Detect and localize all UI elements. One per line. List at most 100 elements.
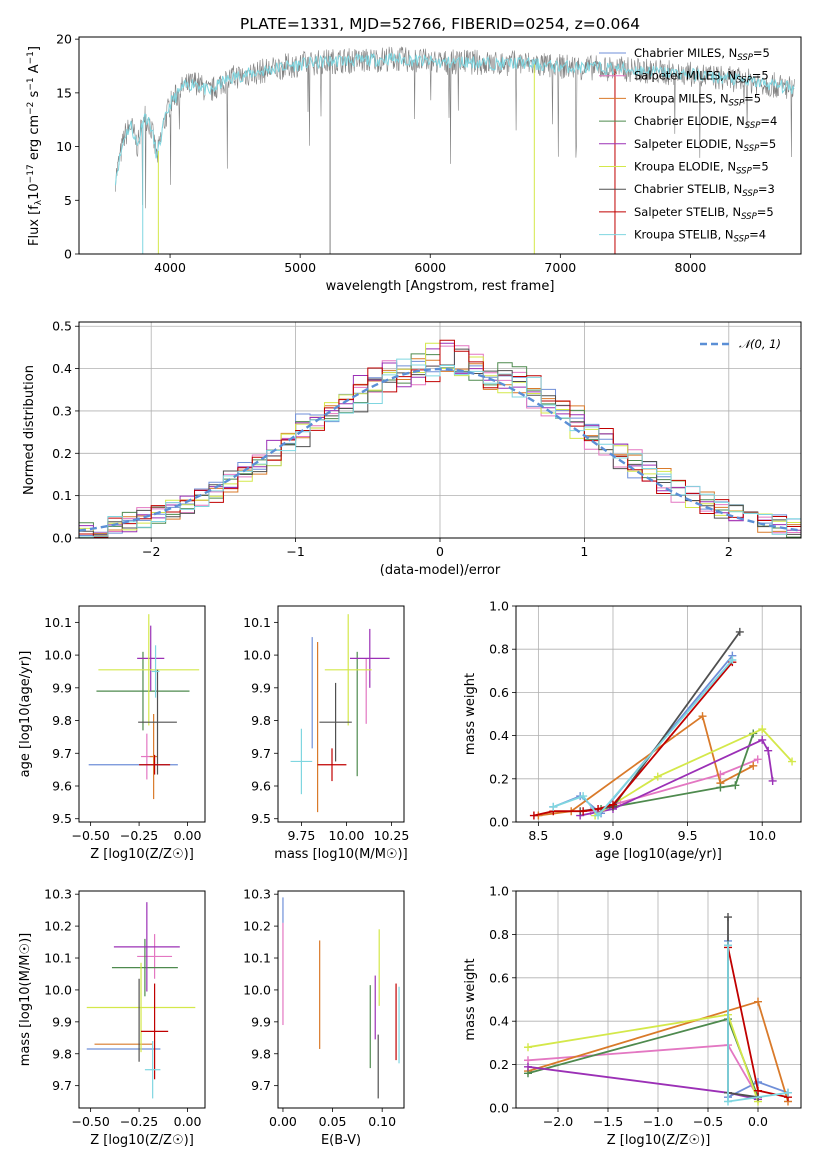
mass-weight-marker [724, 913, 732, 922]
legend-entry: 𝒩(0, 1) [739, 337, 781, 351]
mass-weight-marker [529, 811, 538, 820]
plot-area [282, 897, 400, 1099]
x-axis-label: Z [log10(Z/Z☉)] [90, 847, 194, 862]
x-tick-label: 8000 [675, 260, 707, 275]
y-tick-label: 9.6 [251, 779, 271, 794]
y-tick-label: 0.0 [489, 1101, 509, 1116]
x-axis-label: Z [log10(Z/Z☉)] [607, 1133, 711, 1148]
y-tick-label: 9.7 [52, 1078, 72, 1093]
mass-vs-metallicity-panel: −0.50 −0.25 0.00 9.7 9.8 9.9 10.0 10.1 10.2 10.3 Z… [18, 887, 206, 1148]
x-axis-label: (data-model)/error [380, 563, 501, 578]
legend-entry: Kroupa MILES, NSSP=5 [634, 91, 761, 108]
x-axis-label: Z [log10(Z/Z☉)] [90, 1133, 194, 1148]
y-tick-label: 9.9 [251, 1014, 271, 1029]
x-tick-label: −2 [142, 544, 160, 559]
legend-entry: Salpeter MILES, NSSP=5 [634, 69, 769, 86]
y-tick-label: 9.9 [52, 680, 72, 695]
x-tick-label: −2.0 [543, 1114, 573, 1129]
y-tick-label: 15 [56, 85, 72, 100]
y-tick-label: 1.0 [489, 599, 509, 614]
y-tick-label: 0.4 [489, 1014, 509, 1029]
x-tick-label: 2 [725, 544, 733, 559]
mass-weight-vs-metallicity-panel: −2.0 −1.5 −1.0 −0.5 0.0 0.0 0.2 0.4 0.6 0.8 1.0 Z [… [463, 884, 802, 1148]
legend-entry: Salpeter ELODIE, NSSP=5 [634, 137, 776, 154]
y-tick-label: 0.2 [489, 771, 509, 786]
mass-weight-line [580, 631, 741, 813]
x-tick-label: 10.00 [329, 828, 365, 843]
mass-weight-marker [784, 1088, 792, 1097]
y-tick-label: 10 [56, 139, 72, 154]
x-axis-label: mass [log10(M/M☉)] [274, 847, 407, 862]
mass-weight-marker [754, 1086, 762, 1095]
y-tick-label: 5 [64, 193, 72, 208]
plot-area [79, 339, 801, 538]
x-tick-label: 8.5 [528, 828, 548, 843]
y-tick-label: 10.1 [243, 951, 271, 966]
mass-weight-line [600, 733, 755, 810]
y-tick-label: 9.9 [52, 1014, 72, 1029]
mass-weight-marker [579, 792, 588, 801]
mass-weight-marker [716, 783, 725, 792]
y-tick-label: 0.2 [52, 446, 72, 461]
axes-frame [277, 605, 405, 823]
mass-weight-marker [579, 807, 588, 816]
y-tick-label: 0.0 [489, 815, 509, 830]
mass-weight-line [552, 659, 734, 817]
y-tick-label: 10.0 [44, 982, 72, 997]
axes-frame [78, 321, 802, 539]
axes-frame [515, 890, 802, 1109]
plot-area [524, 913, 792, 1106]
x-axis-label: wavelength [Angstrom, rest frame] [326, 279, 555, 294]
x-tick-label: 1 [580, 544, 588, 559]
plot-area [86, 902, 196, 1099]
histogram-legend: 𝒩(0, 1) [700, 337, 781, 351]
y-tick-label: 9.7 [52, 746, 72, 761]
x-tick-label: −1 [286, 544, 304, 559]
y-tick-label: 10.1 [44, 951, 72, 966]
mass-weight-marker [764, 746, 773, 755]
legend-entry: Chabrier ELODIE, NSSP=4 [634, 114, 777, 131]
mass-weight-marker [753, 755, 762, 764]
mass-weight-marker [594, 811, 603, 820]
x-tick-label: 9.75 [287, 828, 315, 843]
residual-histogram-panel: −2 −1 0 1 2 0.0 0.1 0.2 0.3 0.4 0.5 (data-model)/er… [22, 319, 802, 578]
y-tick-label: 0.4 [489, 728, 509, 743]
spectrum-model-line [114, 52, 795, 186]
x-tick-label: 0.0 [748, 1114, 768, 1129]
y-axis-label: Normed distribution [22, 365, 37, 495]
y-tick-label: 9.5 [52, 811, 72, 826]
y-tick-label: 0.2 [489, 1057, 509, 1072]
y-tick-label: 1.0 [489, 884, 509, 899]
mass-weight-marker [524, 1043, 532, 1052]
x-tick-label: −0.50 [71, 828, 109, 843]
y-tick-label: 9.7 [251, 746, 271, 761]
y-tick-label: 10.0 [243, 982, 271, 997]
mass-weight-marker [758, 725, 767, 734]
x-tick-label: 0.10 [368, 1114, 396, 1129]
normal-distribution-curve [79, 367, 801, 532]
y-tick-label: 0.0 [52, 531, 72, 546]
legend-entry: Salpeter STELIB, NSSP=5 [634, 205, 774, 222]
x-tick-label: −0.5 [693, 1114, 723, 1129]
axes-frame [78, 36, 802, 255]
histogram-model-outline [79, 358, 801, 538]
y-axis-label: mass weight [463, 958, 478, 1040]
x-tick-label: 10.0 [748, 828, 776, 843]
y-tick-label: 9.7 [251, 1078, 271, 1093]
y-tick-label: 0.3 [52, 403, 72, 418]
y-axis-label: age [log10(age/yr)] [18, 651, 33, 778]
y-tick-label: 0.5 [52, 319, 72, 334]
y-tick-label: 10.3 [243, 887, 271, 902]
mass-weight-line [527, 1065, 759, 1101]
mass-weight-marker [608, 800, 617, 809]
mass-weight-marker [724, 941, 732, 950]
figure-title: PLATE=1331, MJD=52766, FIBERID=0254, z=0… [240, 15, 640, 33]
y-axis-label: Flux [fλ10−17 erg cm−2 s−1 A−1] [26, 46, 44, 246]
x-tick-label: 5000 [284, 260, 316, 275]
x-tick-label: 0.00 [269, 1114, 297, 1129]
plot-area [290, 614, 390, 813]
mass-weight-marker [698, 712, 707, 721]
y-axis-label: mass [log10(M/M☉)] [18, 933, 33, 1066]
x-tick-label: −1.0 [643, 1114, 673, 1129]
x-axis-label: age [log10(age/yr)] [595, 847, 722, 862]
